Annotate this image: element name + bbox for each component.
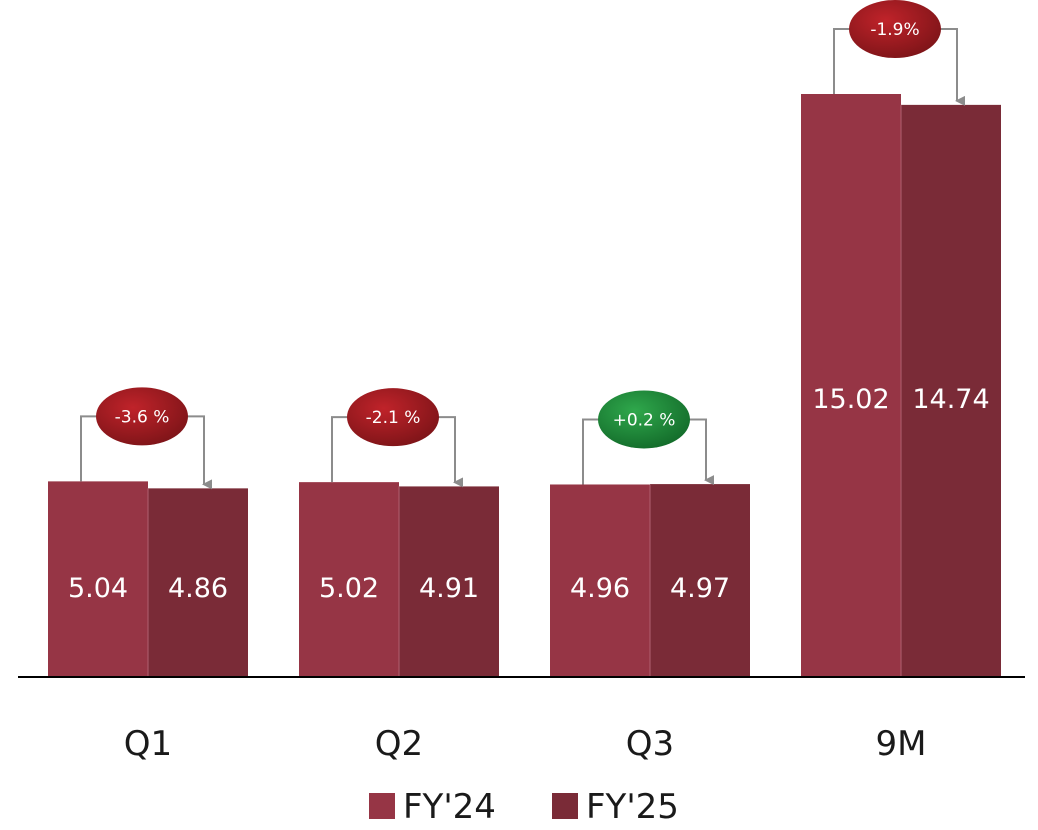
change-label-q1: -3.6 % bbox=[115, 407, 170, 427]
bar-fy24-q2 bbox=[299, 482, 399, 677]
bars-layer bbox=[48, 94, 1001, 678]
category-labels-layer: Q1 Q2 Q3 9M bbox=[124, 724, 927, 764]
value-label-fy25-q2: 4.91 bbox=[419, 573, 479, 604]
value-labels-layer: 5.04 4.86 5.02 4.91 4.96 4.97 15.02 14.74 bbox=[68, 384, 990, 604]
value-label-fy25-q3: 4.97 bbox=[670, 573, 730, 604]
change-label-q2: -2.1 % bbox=[366, 408, 421, 428]
value-label-fy25-q1: 4.86 bbox=[168, 573, 228, 604]
legend: FY'24 FY'25 bbox=[369, 787, 679, 827]
change-label-q3: +0.2 % bbox=[613, 410, 676, 430]
legend-label-fy24: FY'24 bbox=[403, 787, 496, 827]
value-label-fy24-q3: 4.96 bbox=[570, 573, 630, 604]
change-badges-layer: -3.6 % -2.1 % +0.2 % -1.9% bbox=[80, 0, 965, 490]
legend-label-fy25: FY'25 bbox=[586, 787, 679, 827]
change-badge-q3 bbox=[598, 390, 690, 449]
bar-fy24-9m bbox=[801, 94, 901, 677]
category-label-9m: 9M bbox=[876, 724, 927, 764]
category-label-q3: Q3 bbox=[626, 724, 674, 764]
change-badge-q2 bbox=[347, 388, 439, 447]
category-label-q2: Q2 bbox=[375, 724, 423, 764]
bar-fy24-q1 bbox=[48, 481, 148, 677]
value-label-fy24-9m: 15.02 bbox=[812, 384, 889, 415]
bar-fy25-q1 bbox=[148, 488, 248, 677]
bar-fy25-q2 bbox=[399, 486, 499, 677]
change-badge-9m bbox=[849, 0, 941, 58]
bar-fy25-9m bbox=[901, 104, 1001, 678]
change-label-9m: -1.9% bbox=[870, 20, 919, 40]
value-label-fy25-9m: 14.74 bbox=[912, 384, 989, 415]
legend-swatch-fy24 bbox=[369, 793, 395, 819]
value-label-fy24-q2: 5.02 bbox=[319, 573, 379, 604]
category-label-q1: Q1 bbox=[124, 724, 172, 764]
legend-swatch-fy25 bbox=[552, 793, 578, 819]
value-label-fy24-q1: 5.04 bbox=[68, 573, 128, 604]
bar-fy24-q3 bbox=[550, 484, 650, 677]
bar-fy25-q3 bbox=[650, 484, 750, 677]
change-badge-q1 bbox=[96, 387, 188, 446]
